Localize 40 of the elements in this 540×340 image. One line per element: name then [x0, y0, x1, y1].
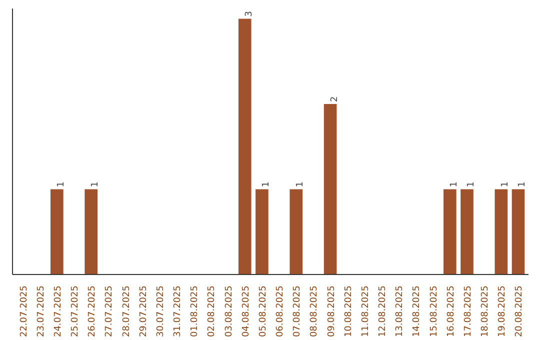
- x-tick-label: 20.08.2025: [514, 286, 525, 338]
- x-tick-label: 01.08.2025: [190, 286, 200, 338]
- x-tick-label: 18.08.2025: [480, 286, 491, 338]
- data-label: 3: [244, 10, 254, 17]
- x-tick-label: 14.08.2025: [412, 286, 422, 338]
- x-tick-label: 27.07.2025: [104, 286, 115, 338]
- x-tick-label: 10.08.2025: [344, 286, 354, 338]
- x-tick-label: 17.08.2025: [463, 286, 474, 338]
- x-tick-label: 25.07.2025: [70, 286, 81, 338]
- x-tick-label: 23.07.2025: [36, 286, 46, 338]
- x-tick-label: 05.08.2025: [258, 286, 268, 338]
- x-tick-label: 13.08.2025: [395, 286, 406, 338]
- data-label: 1: [296, 182, 306, 188]
- x-tick-label: 09.08.2025: [326, 286, 337, 338]
- x-tick-label: 19.08.2025: [498, 286, 508, 338]
- x-tick-label: 22.07.2025: [19, 286, 30, 338]
- x-tick-label: 15.08.2025: [429, 286, 440, 338]
- data-label: 1: [466, 182, 476, 188]
- x-tick-label: 11.08.2025: [360, 286, 371, 338]
- x-tick-label: 07.08.2025: [292, 286, 303, 338]
- x-tick-label: 28.07.2025: [122, 286, 132, 338]
- x-tick-label: 31.07.2025: [173, 286, 184, 338]
- data-label: 1: [500, 182, 511, 188]
- x-tick-label: 08.08.2025: [310, 286, 320, 338]
- data-label: 1: [56, 182, 66, 188]
- x-tick-label: 29.07.2025: [138, 286, 149, 338]
- x-tick-label: 12.08.2025: [378, 286, 388, 338]
- x-tick-label: 24.07.2025: [53, 286, 64, 338]
- x-tick-label: 06.08.2025: [276, 286, 286, 338]
- x-tick-label: 30.07.2025: [156, 286, 166, 338]
- x-tick-label: 26.07.2025: [88, 286, 98, 338]
- x-tick-label: 03.08.2025: [224, 286, 234, 338]
- data-label: 1: [518, 182, 528, 188]
- data-label: 1: [261, 182, 272, 188]
- x-tick-label: 02.08.2025: [207, 286, 218, 338]
- data-label: 1: [90, 182, 101, 188]
- x-tick-label: 04.08.2025: [241, 286, 252, 338]
- x-tick-label: 16.08.2025: [446, 286, 456, 338]
- data-label: 2: [330, 96, 340, 102]
- data-label: 1: [449, 182, 460, 188]
